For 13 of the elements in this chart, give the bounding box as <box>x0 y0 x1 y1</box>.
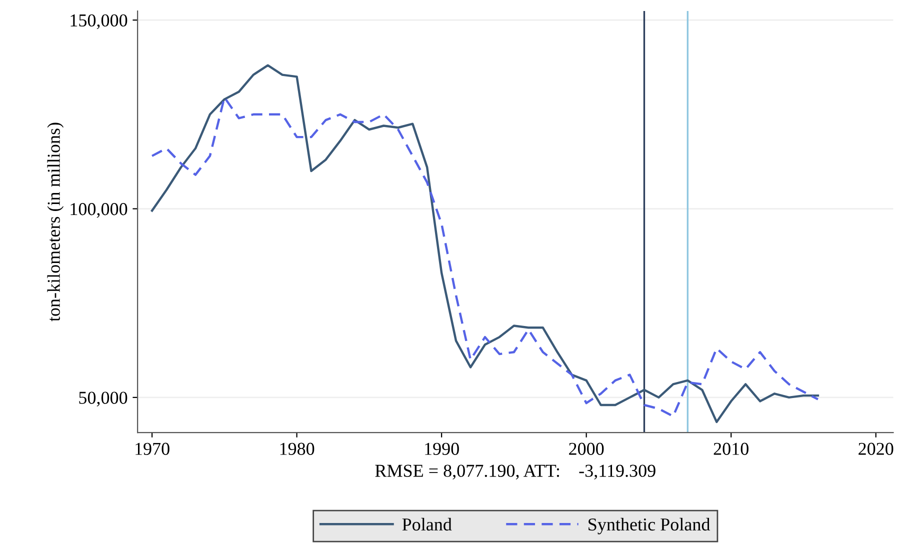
x-tick-label: 2010 <box>714 442 748 455</box>
legend-label: Synthetic Poland <box>588 518 710 534</box>
y-tick-label: 50,000 <box>79 392 128 406</box>
y-tick-label: 150,000 <box>70 14 128 30</box>
x-tick-label: 2000 <box>569 442 604 455</box>
x-tick-label: 1980 <box>280 442 314 455</box>
y-axis-title: ton-kilometers (in millions) <box>47 122 64 322</box>
x-tick-label: 2020 <box>858 442 894 455</box>
x-axis-title: RMSE = 8,077.190, ATT: -3,119.309 <box>375 464 656 480</box>
legend-label: Poland <box>402 518 452 531</box>
x-tick-label: 1970 <box>136 442 170 455</box>
y-tick-label: 100,000 <box>70 203 128 218</box>
x-tick-label: 1990 <box>425 442 459 455</box>
